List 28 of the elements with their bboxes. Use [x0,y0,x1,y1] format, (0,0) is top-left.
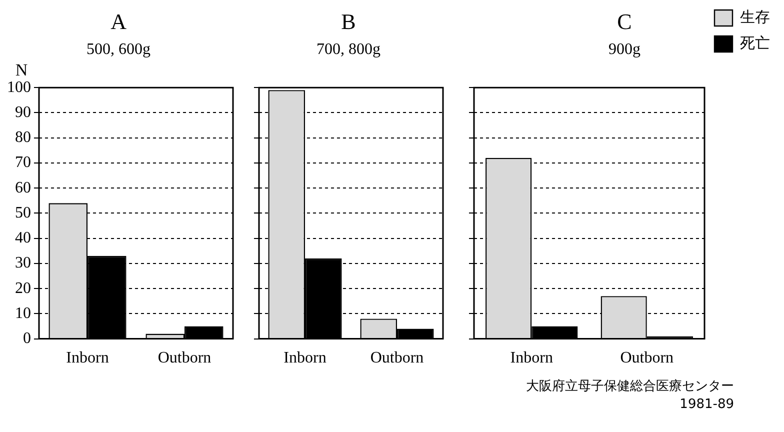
legend-label: 生存 [740,8,770,26]
y-tick-label: 20 [15,280,31,297]
chart-subtitle: 900g [608,41,640,58]
y-tick-label: 60 [15,179,31,196]
x-tick-label: Outborn [620,350,674,367]
y-tick-label: 30 [15,254,31,272]
y-tick-label: 70 [15,154,31,172]
y-tick-label: 100 [7,78,31,96]
chart-subtitle: 700, 800g [316,41,380,58]
legend-label: 死亡 [740,34,770,52]
chart-subtitle: 500, 600g [86,41,150,58]
x-tick-label: Outborn [370,350,424,367]
y-tick-label: 0 [23,330,31,348]
x-tick-label: Outborn [158,350,212,367]
y-tick-label: 90 [15,104,31,121]
y-tick-label: 80 [15,129,31,146]
x-tick-label: Inborn [284,350,326,367]
chart-title: C [617,8,632,34]
chart-title: B [341,8,356,34]
x-tick-label: Inborn [66,350,109,367]
text: 大阪府立母子保健総合医療センター [526,378,734,396]
y-axis-title: N [15,60,28,80]
y-tick-label: 50 [15,204,31,222]
y-tick-label: 10 [15,304,31,322]
y-tick-label: 40 [15,230,31,247]
x-tick-label: Inborn [510,350,553,367]
chart-title: A [110,8,127,34]
text: 1981-89 [678,396,734,414]
